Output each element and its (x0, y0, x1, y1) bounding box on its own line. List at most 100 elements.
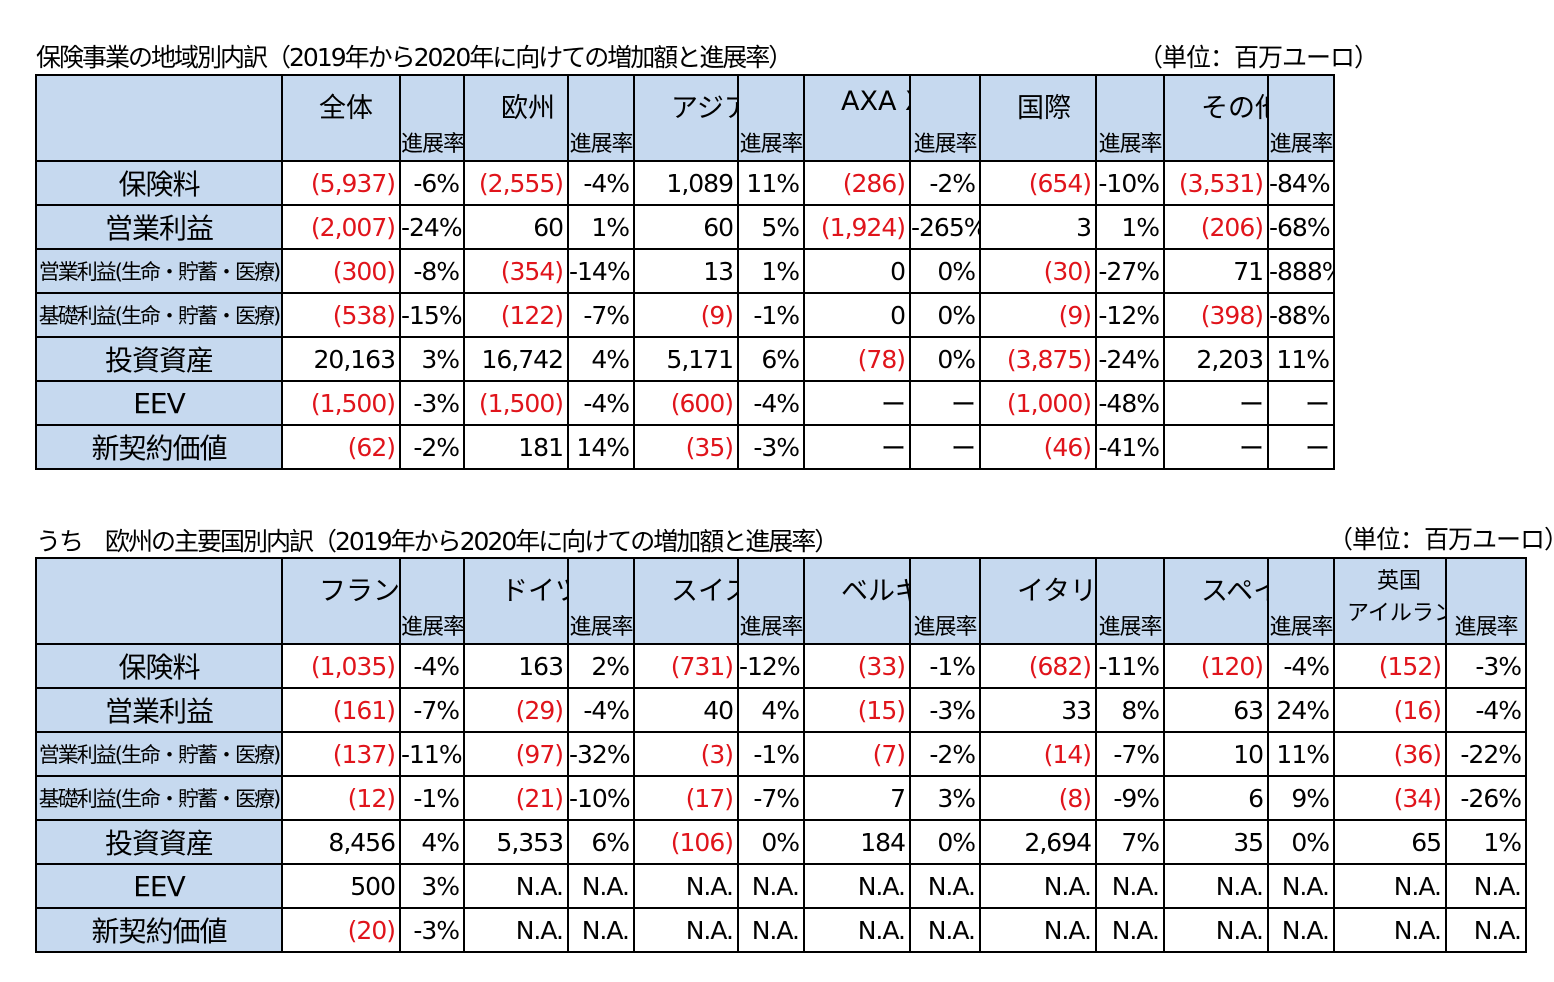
table1-row: 基礎利益(生命・貯蓄・医療) (538) -15% (122) -7% (9) -1% 0 0%… (35, 292, 1335, 338)
table2-cell: 1% (1445, 819, 1527, 865)
table1-cell: (46) (979, 424, 1097, 470)
table2-cell: (120) (1163, 643, 1269, 689)
table2-cell: 184 (803, 819, 911, 865)
table1-row-label: 新契約価値 (35, 424, 283, 470)
table1-group-header: 全体 (281, 74, 401, 162)
table2-rate-header: 進展率 (737, 557, 805, 645)
table2-group-header: ベルギー (803, 557, 911, 645)
table1-cell: 3% (399, 336, 465, 382)
table2-row: 営業利益(生命・貯蓄・医療) (137) -11% (97) -32% (3) -1% (7)… (35, 731, 1527, 777)
table1-title: 保険事業の地域別内訳（2019年から2020年に向けての増加額と進展率） (36, 43, 793, 72)
table2-row-label: 保険料 (35, 643, 283, 689)
table1-cell: -888% (1267, 248, 1335, 294)
table2-cell: (3) (633, 731, 739, 777)
table2-unit: （単位：百万ユーロ） (1328, 525, 1554, 554)
table1-cell: 60 (463, 204, 569, 250)
table1-group-header: 国際 (979, 74, 1097, 162)
table1-row-label: 保険料 (35, 160, 283, 206)
table1-cell: 1,089 (633, 160, 739, 206)
table2-cell: -4% (399, 643, 465, 689)
table2-cell: 35 (1163, 819, 1269, 865)
table1-cell: -12% (1095, 292, 1165, 338)
table1-rate-header: 進展率 (1267, 74, 1335, 162)
table2-cell: 2,694 (979, 819, 1097, 865)
table2-row-label: 投資資産 (35, 819, 283, 865)
table1-cell: (30) (979, 248, 1097, 294)
table1-cell: (398) (1163, 292, 1269, 338)
table2-cell: N.A. (737, 907, 805, 953)
table2-cell: 8,456 (281, 819, 401, 865)
table1-cell: -68% (1267, 204, 1335, 250)
table1-cell: -24% (1095, 336, 1165, 382)
table2-cell: (15) (803, 687, 911, 733)
table2-row: 投資資産 8,456 4% 5,353 6% (106) 0% 184 0% 2,694 7% 35 0… (35, 819, 1527, 865)
table1-cell: -4% (567, 160, 635, 206)
table2-cell: N.A. (1445, 863, 1527, 909)
table2-cell: N.A. (1095, 863, 1165, 909)
table2-cell: N.A. (463, 907, 569, 953)
table2-cell: (682) (979, 643, 1097, 689)
table2-rate-header: 進展率 (567, 557, 635, 645)
table1-cell: 5% (737, 204, 805, 250)
table1-cell: 60 (633, 204, 739, 250)
table2-cell: 63 (1163, 687, 1269, 733)
table2-row-label: 営業利益 (35, 687, 283, 733)
table2-cell: 33 (979, 687, 1097, 733)
table2-row: 営業利益 (161) -7% (29) -4% 40 4% (15) -3% 33 8% 63 24%(… (35, 687, 1527, 733)
table2-cell: (97) (463, 731, 569, 777)
table2-cell: -3% (909, 687, 981, 733)
table1-cell: ー (1267, 380, 1335, 426)
table1-cell: -84% (1267, 160, 1335, 206)
table2-row: 基礎利益(生命・貯蓄・医療) (12) -1% (21) -10% (17) -7% 7 3%(… (35, 775, 1527, 821)
table2-cell: N.A. (1095, 907, 1165, 953)
table1-row-label: EEV (35, 380, 283, 426)
table1-group-header: その他 (1163, 74, 1269, 162)
table1-rate-header: 進展率 (567, 74, 635, 162)
table2-group-header-line: 英国 (1377, 569, 1422, 594)
table2-cell: (7) (803, 731, 911, 777)
table1-cell: -4% (567, 380, 635, 426)
table2-cell: 40 (633, 687, 739, 733)
table2-cell: -2% (909, 731, 981, 777)
table1-cell: 20,163 (281, 336, 401, 382)
table2-cell: 7 (803, 775, 911, 821)
table2-rate-header: 進展率 (909, 557, 981, 645)
table2-cell: (21) (463, 775, 569, 821)
table1-cell: -2% (399, 424, 465, 470)
table1-cell: 11% (1267, 336, 1335, 382)
table1-row-label: 投資資産 (35, 336, 283, 382)
table2-cell: 4% (399, 819, 465, 865)
table1-cell: -3% (737, 424, 805, 470)
table1-row: 新契約価値 (62) -2% 181 14% (35) -3% ーー (46) -41% ーー (35, 424, 1335, 470)
table1-cell: -4% (737, 380, 805, 426)
table2-cell: 0% (737, 819, 805, 865)
table2-cell: (8) (979, 775, 1097, 821)
table2-cell: 8% (1095, 687, 1165, 733)
table1-row: EEV (1,500) -3% (1,500) -4% (600) -4% ーー (1,000)… (35, 380, 1335, 426)
table1-cell: -15% (399, 292, 465, 338)
table2-cell: (161) (281, 687, 401, 733)
table2-cell: -7% (1095, 731, 1165, 777)
table2-cell: (12) (281, 775, 401, 821)
table2-cell: N.A. (803, 907, 911, 953)
table2-cell: N.A. (633, 863, 739, 909)
table1-rate-header: 進展率 (1095, 74, 1165, 162)
table2-cell: 2% (567, 643, 635, 689)
table1-cell: 0% (909, 292, 981, 338)
table2-cell: N.A. (463, 863, 569, 909)
table2-cell: N.A. (979, 863, 1097, 909)
table2-row-label: EEV (35, 863, 283, 909)
table1-cell: (300) (281, 248, 401, 294)
table1-cell: 2,203 (1163, 336, 1269, 382)
table2-cell: N.A. (909, 863, 981, 909)
table1-cell: -24% (399, 204, 465, 250)
table2-group-header: ドイツ (463, 557, 569, 645)
table1-cell: -8% (399, 248, 465, 294)
table1-group-header: アジア (633, 74, 739, 162)
table1-row: 営業利益(生命・貯蓄・医療) (300) -8% (354) -14% 13 1% 0 0% (3… (35, 248, 1335, 294)
table2-cell: -1% (399, 775, 465, 821)
table2-row-label: 営業利益(生命・貯蓄・医療) (35, 731, 283, 777)
table1-cell: 1% (1095, 204, 1165, 250)
table1-cell: 16,742 (463, 336, 569, 382)
table2-group-header: スイス (633, 557, 739, 645)
